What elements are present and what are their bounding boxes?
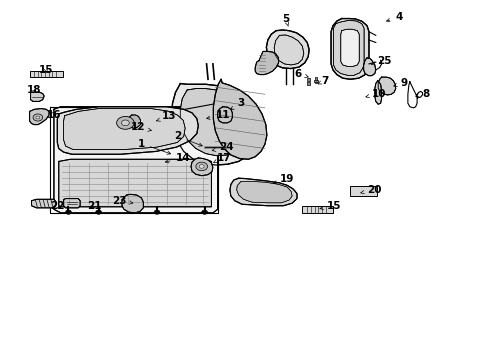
Text: 9: 9	[393, 78, 407, 88]
Polygon shape	[377, 77, 395, 95]
Bar	[301, 206, 333, 213]
Polygon shape	[57, 107, 198, 154]
Polygon shape	[340, 29, 359, 66]
Text: 17: 17	[213, 153, 231, 163]
Text: 5: 5	[282, 14, 289, 26]
Text: 10: 10	[365, 89, 386, 99]
Text: 18: 18	[27, 85, 41, 95]
Text: 12: 12	[130, 122, 151, 132]
Text: 6: 6	[294, 68, 307, 78]
Polygon shape	[63, 109, 185, 150]
FancyBboxPatch shape	[306, 78, 309, 81]
Circle shape	[116, 116, 134, 129]
Polygon shape	[30, 92, 44, 102]
Text: 23: 23	[112, 196, 133, 206]
FancyBboxPatch shape	[314, 77, 317, 83]
Circle shape	[33, 114, 42, 121]
Polygon shape	[126, 115, 140, 128]
Text: 7: 7	[318, 76, 328, 86]
Polygon shape	[59, 159, 211, 207]
Circle shape	[65, 210, 71, 214]
Polygon shape	[30, 109, 49, 125]
Polygon shape	[171, 84, 259, 165]
Polygon shape	[54, 107, 217, 213]
Text: 25: 25	[370, 57, 390, 66]
Text: 4: 4	[386, 13, 402, 22]
Circle shape	[196, 162, 207, 171]
Text: 2: 2	[174, 131, 202, 146]
Polygon shape	[63, 199, 80, 208]
Polygon shape	[374, 81, 381, 104]
Polygon shape	[180, 89, 248, 156]
Text: 19: 19	[273, 174, 293, 184]
Text: 21: 21	[87, 201, 102, 211]
Polygon shape	[217, 107, 232, 123]
FancyBboxPatch shape	[313, 80, 318, 82]
FancyBboxPatch shape	[306, 82, 309, 85]
Polygon shape	[255, 51, 278, 75]
Polygon shape	[213, 79, 266, 159]
Text: 3: 3	[230, 98, 244, 109]
Bar	[30, 71, 62, 77]
Bar	[350, 186, 376, 196]
Polygon shape	[31, 199, 56, 208]
Text: 24: 24	[212, 142, 233, 152]
Polygon shape	[274, 35, 303, 65]
Polygon shape	[122, 194, 143, 213]
Text: 16: 16	[46, 110, 61, 120]
Text: 15: 15	[39, 65, 53, 75]
Polygon shape	[236, 181, 291, 203]
Circle shape	[96, 210, 102, 214]
Text: 14: 14	[165, 153, 190, 163]
Polygon shape	[363, 58, 375, 76]
Text: 1: 1	[137, 139, 170, 154]
Text: 15: 15	[319, 201, 341, 211]
Polygon shape	[229, 178, 296, 206]
Circle shape	[121, 120, 129, 126]
Text: 22: 22	[50, 201, 64, 211]
Polygon shape	[333, 20, 364, 75]
Circle shape	[201, 210, 207, 214]
Polygon shape	[266, 30, 308, 68]
Text: 8: 8	[415, 89, 428, 99]
Polygon shape	[191, 158, 212, 176]
Circle shape	[154, 210, 160, 214]
Circle shape	[36, 116, 40, 119]
Polygon shape	[330, 18, 368, 79]
Text: 11: 11	[206, 110, 229, 120]
Circle shape	[199, 165, 203, 168]
Text: 20: 20	[360, 185, 381, 195]
Text: 13: 13	[156, 111, 176, 121]
